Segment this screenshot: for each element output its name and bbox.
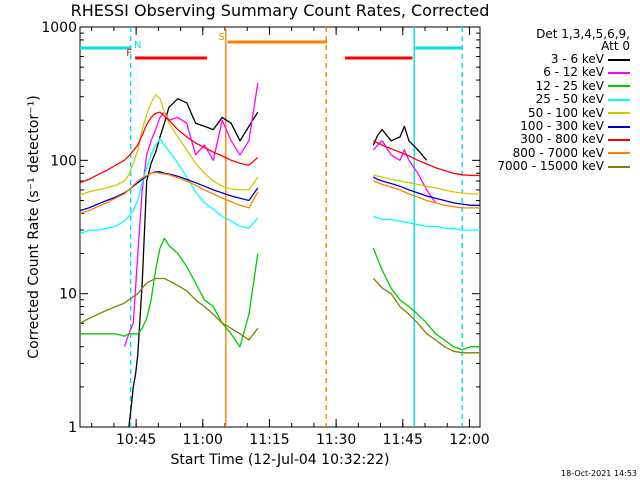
series-line-3 (80, 237, 480, 351)
y-tick-label: 10 (59, 287, 77, 303)
x-tick-label: 11:15 (249, 432, 289, 448)
legend-entry: 100 - 300 keV (520, 120, 630, 133)
legend-label: 300 - 800 keV (520, 132, 604, 147)
legend-swatch (608, 165, 630, 168)
legend-swatch (608, 138, 630, 141)
series-line-1 (128, 98, 428, 428)
generation-timestamp: 18-Oct-2021 14:53 (561, 469, 637, 478)
y-tick-label: 1000 (41, 20, 77, 36)
legend-label: 7000 - 15000 keV (497, 159, 604, 174)
legend-header-detectors: Det 1,3,4,5,6,9, (536, 27, 630, 41)
legend-label: 50 - 100 keV (527, 105, 604, 120)
series-line-7 (79, 111, 480, 184)
legend-entry: 800 - 7000 keV (512, 145, 630, 160)
chart-title: RHESSI Observing Summary Count Rates, Co… (70, 1, 490, 20)
y-tick-label: 100 (50, 153, 77, 169)
status-bar-label: N (134, 40, 141, 51)
x-tick-label: 12:00 (449, 432, 489, 448)
status-bar-label: S (218, 32, 224, 43)
legend-swatch (608, 85, 630, 88)
plot-frame (79, 26, 481, 428)
x-tick-label: 11:45 (383, 432, 423, 448)
legend-entry: 50 - 100 keV (527, 105, 630, 120)
series-line-8 (79, 171, 480, 215)
legend-label: 25 - 50 keV (535, 92, 604, 107)
y-axis-label: Corrected Count Rate (s⁻¹ detector⁻¹) (26, 95, 42, 359)
legend-entry: 12 - 25 keV (535, 78, 630, 93)
series-line-6 (79, 171, 480, 212)
legend-label: 800 - 7000 keV (512, 145, 604, 160)
legend-entry: 6 - 12 keV (543, 66, 630, 79)
x-tick-label: 10:45 (116, 432, 156, 448)
x-tick-label: 11:30 (316, 432, 356, 448)
legend-entry: 7000 - 15000 keV (497, 160, 630, 173)
legend-swatch (608, 125, 630, 128)
legend-swatch (608, 58, 630, 61)
legend-swatch (608, 71, 630, 74)
legend-label: 12 - 25 keV (535, 78, 604, 93)
legend-label: 3 - 6 keV (550, 52, 604, 66)
series-line-4 (79, 138, 480, 235)
series-line-9 (79, 277, 480, 354)
legend-entry: 300 - 800 keV (520, 133, 630, 146)
legend-entry: 25 - 50 keV (536, 93, 630, 106)
series-line-5 (79, 94, 480, 196)
legend-swatch (608, 112, 630, 115)
legend-swatch (608, 98, 630, 101)
status-bar-label: F (126, 48, 132, 59)
x-axis-label: Start Time (12-Jul-04 10:32:22) (170, 452, 390, 468)
legend-label: 100 - 300 keV (520, 119, 604, 133)
x-tick-label: 11:00 (183, 432, 223, 448)
legend-header-attenuator: Att 0 (601, 39, 630, 53)
legend-label: 6 - 12 keV (543, 65, 604, 80)
y-tick-label: 1 (68, 420, 77, 436)
legend-entry: 3 - 6 keV (551, 53, 630, 66)
legend-swatch (608, 152, 630, 155)
